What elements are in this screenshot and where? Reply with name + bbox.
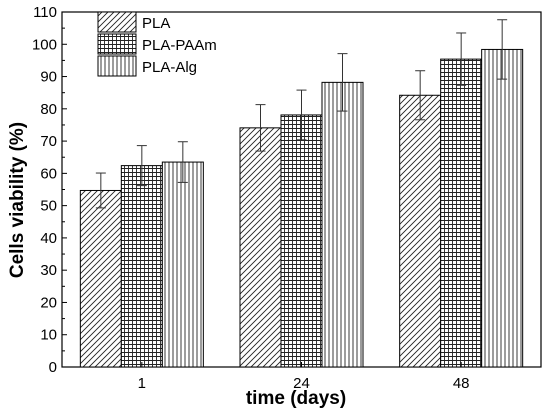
y-axis-title: Cells viability (%) [7, 122, 28, 278]
y-tick-label: 70 [40, 133, 57, 150]
y-tick-label: 30 [40, 262, 57, 279]
y-tick-label: 0 [49, 359, 57, 376]
legend-label: PLA-Alg [142, 59, 197, 76]
x-axis-title: time (days) [246, 388, 346, 409]
x-tick-label: 1 [138, 375, 146, 392]
y-tick-label: 100 [32, 36, 57, 53]
bar [280, 114, 323, 368]
y-tick-label: 50 [40, 198, 57, 215]
y-tick-label: 110 [33, 4, 57, 21]
legend-swatch [97, 11, 137, 33]
legend-swatch [97, 55, 137, 77]
y-tick-label: 20 [40, 294, 57, 311]
bar [399, 94, 442, 368]
bar [321, 81, 364, 368]
x-tick-label: 24 [293, 375, 310, 392]
legend-label: PLA-PAAm [142, 37, 217, 54]
error-bars-group [95, 19, 508, 209]
y-tick-label: 80 [40, 101, 57, 118]
x-tick-label: 48 [453, 375, 470, 392]
bar [481, 48, 524, 368]
y-tick-label: 40 [40, 230, 57, 247]
bar [440, 58, 483, 368]
legend: PLA PLA-PAAm PLA-Alg [97, 11, 217, 77]
y-tick-label: 60 [40, 165, 57, 182]
y-tick-label: 90 [40, 69, 57, 86]
legend-swatch [97, 33, 137, 55]
bar [161, 161, 204, 368]
legend-label: PLA [142, 15, 170, 32]
x-axis: 1 24 48 [138, 362, 470, 392]
bar [120, 165, 163, 368]
y-tick-label: 10 [40, 327, 57, 344]
bar [239, 127, 282, 368]
bar [79, 189, 122, 368]
y-axis: 0 10 20 30 40 50 60 70 80 90 100 110 [32, 4, 67, 376]
